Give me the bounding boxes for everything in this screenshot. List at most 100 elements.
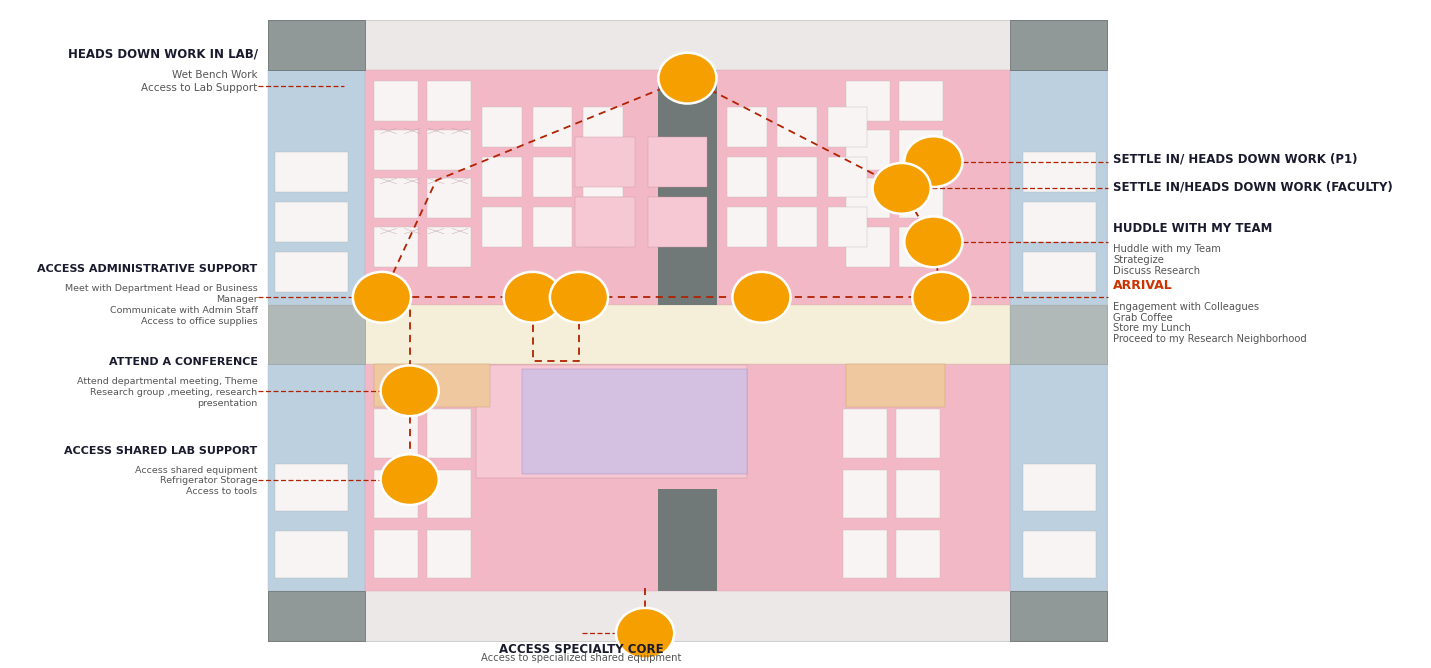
Ellipse shape <box>873 163 930 214</box>
Bar <box>1010 364 1106 591</box>
Text: Research group ,meeting, research: Research group ,meeting, research <box>90 388 258 397</box>
Bar <box>426 227 471 267</box>
Bar <box>1023 464 1096 511</box>
Bar <box>777 107 817 147</box>
Text: Meet with Department Head or Business: Meet with Department Head or Business <box>64 284 258 293</box>
Bar <box>373 409 418 458</box>
Bar <box>268 20 1106 641</box>
Bar <box>365 364 1010 591</box>
Bar <box>582 107 622 147</box>
Bar <box>268 20 365 70</box>
Bar <box>1010 305 1106 364</box>
Bar <box>373 470 418 518</box>
Bar <box>846 178 890 218</box>
Bar <box>373 227 418 267</box>
Bar <box>582 207 622 247</box>
Bar <box>899 227 943 267</box>
Ellipse shape <box>550 272 608 323</box>
Ellipse shape <box>733 272 790 323</box>
Ellipse shape <box>353 272 411 323</box>
Text: Refrigerator Storage: Refrigerator Storage <box>160 476 258 485</box>
Bar <box>275 531 348 578</box>
Text: Access to specialized shared equipment: Access to specialized shared equipment <box>481 653 681 663</box>
Text: HEADS DOWN WORK IN LAB/: HEADS DOWN WORK IN LAB/ <box>67 47 258 60</box>
Bar <box>373 530 418 578</box>
Ellipse shape <box>912 272 970 323</box>
Bar <box>275 202 348 242</box>
Bar <box>827 107 867 147</box>
Bar <box>426 178 471 218</box>
Text: Access to office supplies: Access to office supplies <box>142 317 258 325</box>
Bar <box>777 207 817 247</box>
Bar <box>268 364 365 591</box>
Bar <box>846 227 890 267</box>
Bar <box>843 409 887 458</box>
Bar <box>365 305 1010 364</box>
Text: Manager: Manager <box>216 295 258 304</box>
Bar <box>275 252 348 292</box>
Bar <box>827 207 867 247</box>
Bar <box>658 489 717 591</box>
Bar <box>426 130 471 170</box>
Bar <box>1023 252 1096 292</box>
Text: Access shared equipment: Access shared equipment <box>135 466 258 474</box>
Bar <box>426 530 471 578</box>
Text: Discuss Research: Discuss Research <box>1113 266 1201 276</box>
Bar <box>532 107 572 147</box>
Bar <box>532 207 572 247</box>
Bar <box>899 130 943 170</box>
Text: Store my Lunch: Store my Lunch <box>1113 323 1191 333</box>
Bar <box>482 157 522 197</box>
Ellipse shape <box>381 454 439 505</box>
Bar <box>1023 152 1096 192</box>
Text: Communicate with Admin Staff: Communicate with Admin Staff <box>110 306 258 315</box>
Bar <box>843 470 887 518</box>
Bar <box>482 107 522 147</box>
Bar <box>727 157 767 197</box>
Bar <box>846 364 946 407</box>
Text: Engagement with Colleagues: Engagement with Colleagues <box>1113 302 1259 312</box>
Ellipse shape <box>658 53 717 104</box>
Bar <box>648 137 707 187</box>
Bar <box>899 81 943 121</box>
Bar <box>843 530 887 578</box>
Bar <box>658 70 717 305</box>
Bar <box>1023 202 1096 242</box>
Bar <box>1010 70 1106 305</box>
Bar <box>275 464 348 511</box>
Bar <box>846 81 890 121</box>
Bar <box>727 207 767 247</box>
Bar <box>582 157 622 197</box>
Text: ACCESS ADMINISTRATIVE SUPPORT: ACCESS ADMINISTRATIVE SUPPORT <box>37 264 258 274</box>
Bar <box>1010 305 1106 364</box>
Bar <box>1010 591 1106 641</box>
Text: Huddle with my Team: Huddle with my Team <box>1113 244 1221 255</box>
Text: presentation: presentation <box>197 399 258 407</box>
Bar <box>268 591 365 641</box>
Ellipse shape <box>615 608 674 659</box>
Bar <box>426 81 471 121</box>
Text: ACCESS SHARED LAB SUPPORT: ACCESS SHARED LAB SUPPORT <box>64 446 258 456</box>
Bar <box>896 530 940 578</box>
Bar <box>532 157 572 197</box>
Text: Strategize: Strategize <box>1113 255 1165 265</box>
Text: ATTEND A CONFERENCE: ATTEND A CONFERENCE <box>109 357 258 367</box>
Bar <box>827 157 867 197</box>
Text: ARRIVAL: ARRIVAL <box>1113 279 1173 292</box>
Bar <box>373 364 491 407</box>
Bar <box>373 81 418 121</box>
Bar <box>899 178 943 218</box>
Bar <box>426 470 471 518</box>
Bar <box>373 178 418 218</box>
Bar <box>575 197 634 247</box>
Ellipse shape <box>904 216 963 267</box>
Ellipse shape <box>381 365 439 416</box>
Bar <box>1023 531 1096 578</box>
Bar <box>648 197 707 247</box>
Bar <box>896 409 940 458</box>
Text: Proceed to my Research Neighborhood: Proceed to my Research Neighborhood <box>1113 334 1307 344</box>
Text: SETTLE IN/ HEADS DOWN WORK (P1): SETTLE IN/ HEADS DOWN WORK (P1) <box>1113 152 1358 166</box>
Text: Attend departmental meeting, Theme: Attend departmental meeting, Theme <box>77 377 258 386</box>
Bar <box>268 70 365 305</box>
Bar <box>896 470 940 518</box>
